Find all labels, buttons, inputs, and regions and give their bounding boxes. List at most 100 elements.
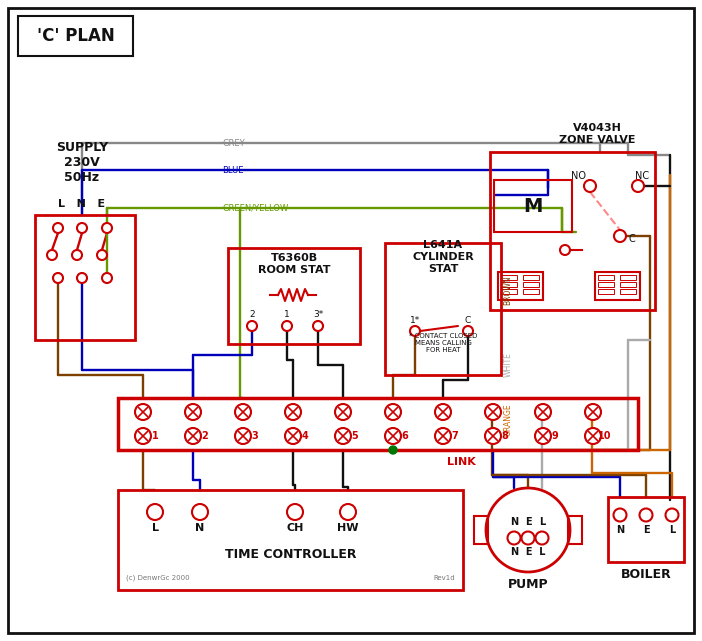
Text: 1: 1 bbox=[152, 431, 159, 441]
Circle shape bbox=[585, 428, 601, 444]
Circle shape bbox=[285, 404, 301, 420]
Text: C: C bbox=[628, 234, 635, 244]
Circle shape bbox=[102, 273, 112, 283]
Text: 2: 2 bbox=[249, 310, 255, 319]
Text: GREY: GREY bbox=[222, 138, 244, 147]
Circle shape bbox=[435, 428, 451, 444]
Text: 9: 9 bbox=[552, 431, 558, 441]
Text: 'C' PLAN: 'C' PLAN bbox=[37, 27, 115, 45]
Circle shape bbox=[335, 428, 351, 444]
Circle shape bbox=[285, 428, 301, 444]
Bar bbox=[598, 289, 614, 294]
Bar bbox=[501, 275, 517, 280]
Circle shape bbox=[287, 504, 303, 520]
Circle shape bbox=[614, 230, 626, 242]
Text: 10: 10 bbox=[598, 431, 611, 441]
Circle shape bbox=[584, 180, 596, 192]
Bar bbox=[498, 272, 543, 300]
Bar bbox=[501, 289, 517, 294]
Circle shape bbox=[192, 504, 208, 520]
Text: N: N bbox=[195, 523, 204, 533]
Bar bbox=[598, 282, 614, 287]
Text: HW: HW bbox=[337, 523, 359, 533]
Circle shape bbox=[463, 326, 473, 336]
Text: 8: 8 bbox=[501, 431, 508, 441]
Text: L   N   E: L N E bbox=[58, 199, 105, 209]
Text: E: E bbox=[524, 517, 531, 527]
Circle shape bbox=[536, 531, 548, 544]
Bar bbox=[35, 215, 135, 340]
Circle shape bbox=[97, 250, 107, 260]
Circle shape bbox=[535, 428, 551, 444]
Bar bbox=[501, 282, 517, 287]
Text: CH: CH bbox=[286, 523, 304, 533]
Text: ORANGE: ORANGE bbox=[503, 404, 512, 437]
Text: V4043H
ZONE VALVE: V4043H ZONE VALVE bbox=[559, 123, 636, 145]
Text: 1: 1 bbox=[284, 310, 290, 319]
Bar bbox=[490, 152, 655, 310]
Text: L: L bbox=[539, 517, 545, 527]
Bar bbox=[385, 243, 501, 375]
Text: 6: 6 bbox=[402, 431, 409, 441]
Circle shape bbox=[614, 508, 626, 522]
Circle shape bbox=[147, 504, 163, 520]
Text: BLUE: BLUE bbox=[222, 165, 244, 174]
Bar bbox=[18, 16, 133, 56]
Circle shape bbox=[185, 404, 201, 420]
Circle shape bbox=[640, 508, 652, 522]
Circle shape bbox=[508, 531, 520, 544]
Text: GREEN/YELLOW: GREEN/YELLOW bbox=[222, 203, 289, 213]
Circle shape bbox=[535, 404, 551, 420]
Text: LINK: LINK bbox=[446, 457, 475, 467]
Text: C: C bbox=[465, 315, 471, 324]
Circle shape bbox=[102, 223, 112, 233]
Bar bbox=[523, 282, 539, 287]
Text: NC: NC bbox=[635, 171, 649, 181]
Circle shape bbox=[335, 404, 351, 420]
Circle shape bbox=[47, 250, 57, 260]
Circle shape bbox=[235, 404, 251, 420]
Circle shape bbox=[410, 326, 420, 336]
Text: N: N bbox=[510, 517, 518, 527]
Text: L: L bbox=[152, 523, 159, 533]
Text: WHITE: WHITE bbox=[503, 353, 512, 378]
Circle shape bbox=[53, 223, 63, 233]
Bar bbox=[595, 272, 640, 300]
Text: E: E bbox=[643, 525, 649, 535]
Bar bbox=[620, 289, 636, 294]
Text: N: N bbox=[616, 525, 624, 535]
Text: (c) DenwrGc 2000: (c) DenwrGc 2000 bbox=[126, 575, 190, 581]
Circle shape bbox=[585, 404, 601, 420]
Text: L: L bbox=[669, 525, 675, 535]
Circle shape bbox=[522, 531, 534, 544]
Circle shape bbox=[385, 428, 401, 444]
Bar bbox=[523, 275, 539, 280]
Text: 3*: 3* bbox=[313, 310, 323, 319]
Circle shape bbox=[385, 404, 401, 420]
Circle shape bbox=[389, 446, 397, 454]
Text: 1*: 1* bbox=[410, 315, 420, 324]
Text: 5: 5 bbox=[352, 431, 359, 441]
Text: SUPPLY
230V
50Hz: SUPPLY 230V 50Hz bbox=[56, 140, 108, 183]
Circle shape bbox=[135, 404, 151, 420]
Bar bbox=[118, 490, 463, 590]
Text: PUMP: PUMP bbox=[508, 578, 548, 592]
Circle shape bbox=[485, 428, 501, 444]
Text: N  E  L: N E L bbox=[511, 547, 545, 557]
Circle shape bbox=[340, 504, 356, 520]
Circle shape bbox=[185, 428, 201, 444]
Text: BOILER: BOILER bbox=[621, 569, 671, 581]
Circle shape bbox=[435, 404, 451, 420]
Circle shape bbox=[72, 250, 82, 260]
Circle shape bbox=[632, 180, 644, 192]
Text: * CONTACT CLOSED
MEANS CALLING
FOR HEAT: * CONTACT CLOSED MEANS CALLING FOR HEAT bbox=[409, 333, 477, 353]
Circle shape bbox=[486, 488, 570, 572]
Bar bbox=[118, 398, 638, 450]
Circle shape bbox=[485, 404, 501, 420]
Circle shape bbox=[282, 321, 292, 331]
Text: Rev1d: Rev1d bbox=[433, 575, 455, 581]
Text: 2: 2 bbox=[201, 431, 208, 441]
Bar bbox=[523, 289, 539, 294]
Text: BROWN: BROWN bbox=[503, 275, 512, 305]
Text: 3: 3 bbox=[251, 431, 258, 441]
